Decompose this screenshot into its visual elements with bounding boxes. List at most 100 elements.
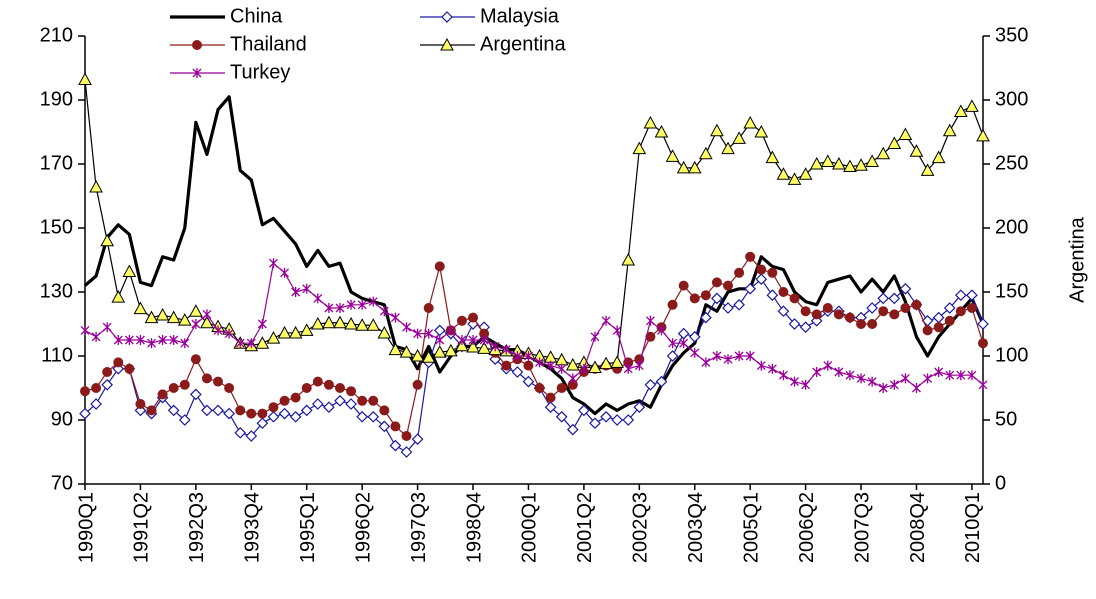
point: [512, 351, 522, 361]
x-tick-label: 1997Q3: [408, 492, 430, 563]
point: [800, 306, 811, 317]
point: [820, 154, 835, 167]
point: [711, 277, 722, 288]
point: [834, 367, 844, 377]
point: [235, 405, 246, 416]
point: [399, 345, 414, 358]
point: [267, 410, 280, 423]
point: [155, 307, 170, 321]
point: [158, 335, 168, 345]
point: [900, 303, 911, 313]
point: [878, 306, 889, 317]
point: [147, 338, 156, 349]
point: [333, 315, 347, 329]
series-line: [84, 262, 984, 389]
point: [912, 383, 921, 393]
point: [368, 395, 379, 406]
point: [743, 115, 758, 129]
legend-item: Malaysia: [420, 5, 560, 27]
point: [610, 355, 624, 368]
legend-item: Argentina: [420, 33, 566, 55]
point: [744, 282, 757, 295]
point: [213, 376, 224, 387]
point: [223, 407, 235, 420]
point: [346, 299, 356, 310]
point: [898, 127, 913, 141]
point: [599, 356, 613, 370]
point: [235, 338, 245, 349]
point: [667, 299, 678, 310]
point: [665, 149, 680, 162]
y2-tick-label: 100: [995, 344, 1028, 366]
point: [378, 420, 391, 433]
point: [224, 383, 235, 393]
point: [390, 421, 401, 432]
point: [100, 233, 115, 247]
point: [379, 405, 390, 416]
point: [978, 379, 988, 390]
point: [245, 430, 258, 442]
point: [301, 383, 312, 393]
point: [822, 303, 833, 313]
point: [701, 357, 711, 368]
x-tick-label: 2006Q2: [796, 492, 818, 563]
point: [535, 357, 545, 368]
point: [177, 313, 192, 326]
point: [811, 309, 822, 320]
point: [490, 341, 500, 352]
point: [388, 342, 403, 356]
point: [611, 414, 623, 426]
point: [368, 296, 378, 307]
x-tick-label: 2008Q4: [907, 492, 929, 563]
point: [911, 299, 922, 310]
point: [878, 383, 888, 393]
point: [289, 410, 302, 423]
point: [124, 335, 134, 345]
point: [978, 338, 988, 349]
point: [290, 392, 301, 403]
point: [900, 373, 910, 384]
point: [677, 327, 690, 340]
point: [588, 360, 602, 374]
point: [956, 370, 966, 381]
point: [688, 330, 701, 343]
point: [798, 167, 813, 180]
point: [279, 395, 290, 406]
point: [776, 167, 791, 180]
point: [876, 146, 891, 160]
point: [200, 315, 214, 329]
point: [723, 354, 733, 365]
y-tick-label: 210: [40, 24, 73, 46]
point: [169, 335, 179, 345]
point: [523, 360, 534, 371]
point: [511, 366, 524, 378]
point: [942, 123, 957, 137]
point: [888, 292, 901, 305]
point: [887, 136, 902, 150]
y-tick-label: 130: [40, 280, 73, 302]
point: [866, 302, 878, 314]
point: [823, 360, 833, 371]
series-line: [84, 278, 984, 453]
point: [590, 331, 600, 342]
point: [423, 303, 434, 313]
point: [300, 404, 313, 417]
point: [934, 367, 944, 377]
point: [278, 407, 291, 420]
y2-tick-label: 300: [995, 88, 1028, 110]
point: [144, 310, 159, 324]
point: [213, 325, 223, 336]
point: [224, 328, 234, 339]
point: [623, 363, 633, 374]
point: [135, 335, 145, 345]
x-tick-label: 1993Q4: [242, 492, 264, 563]
point: [302, 283, 312, 294]
point: [357, 299, 367, 310]
point: [345, 398, 357, 410]
point: [976, 128, 990, 142]
legend-label: China: [230, 5, 283, 27]
point: [666, 350, 679, 362]
y2-tick-label: 50: [995, 408, 1017, 430]
legend-label: Malaysia: [480, 5, 560, 27]
legend-item: Turkey: [170, 61, 290, 83]
